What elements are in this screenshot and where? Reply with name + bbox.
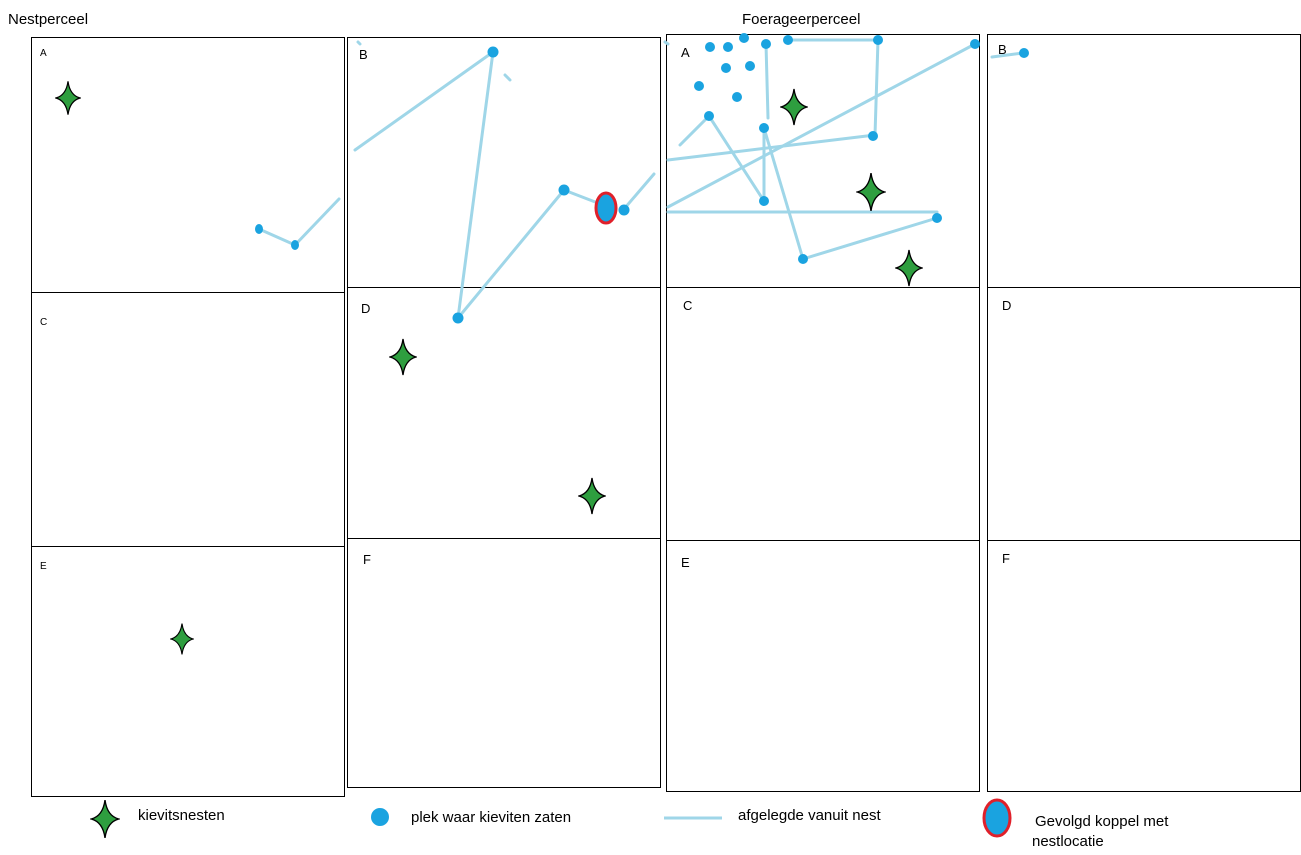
cell-col4-b: B <box>987 34 1301 288</box>
cell-label: F <box>1002 551 1010 566</box>
cell-label: F <box>363 552 371 567</box>
legend-pair-label-2: nestlocatie <box>1032 833 1104 850</box>
cell-label: E <box>40 561 47 572</box>
cell-col4-d: D <box>987 287 1301 541</box>
cell-label: D <box>1002 298 1012 313</box>
cell-col2-b: B <box>347 37 661 288</box>
cell-label: C <box>683 298 693 313</box>
legend-pair-icon <box>982 798 1012 838</box>
legend-track-label: afgelegde vanuit nest <box>738 807 881 824</box>
cell-label: A <box>40 48 47 59</box>
cell-col1-c: C <box>31 292 345 547</box>
legend-dot-icon <box>371 808 389 826</box>
forage-plot-title: Foerageerperceel <box>742 11 861 28</box>
legend-spots-label: plek waar kieviten zaten <box>411 809 572 826</box>
cell-col4-f: F <box>987 540 1301 792</box>
cell-col3-c: C <box>666 287 980 541</box>
cell-label: B <box>359 47 368 62</box>
cell-label: D <box>361 301 371 316</box>
legend-star-icon <box>90 799 120 839</box>
cell-label: B <box>998 42 1007 57</box>
legend-pair-label-1: Gevolgd koppel met <box>1035 813 1169 830</box>
cell-label: C <box>40 317 48 328</box>
cell-col1-e: E <box>31 546 345 797</box>
cell-col3-e: E <box>666 540 980 792</box>
cell-col1-a: A <box>31 37 345 293</box>
nest-plot-title: Nestperceel <box>8 11 89 28</box>
cell-col2-d: D <box>347 287 661 539</box>
cell-col2-f: F <box>347 538 661 788</box>
cell-label: A <box>681 45 690 60</box>
cell-label: E <box>681 555 690 570</box>
cell-col3-a: A <box>666 34 980 288</box>
legend-nests-label: kievitsnesten <box>138 807 225 824</box>
